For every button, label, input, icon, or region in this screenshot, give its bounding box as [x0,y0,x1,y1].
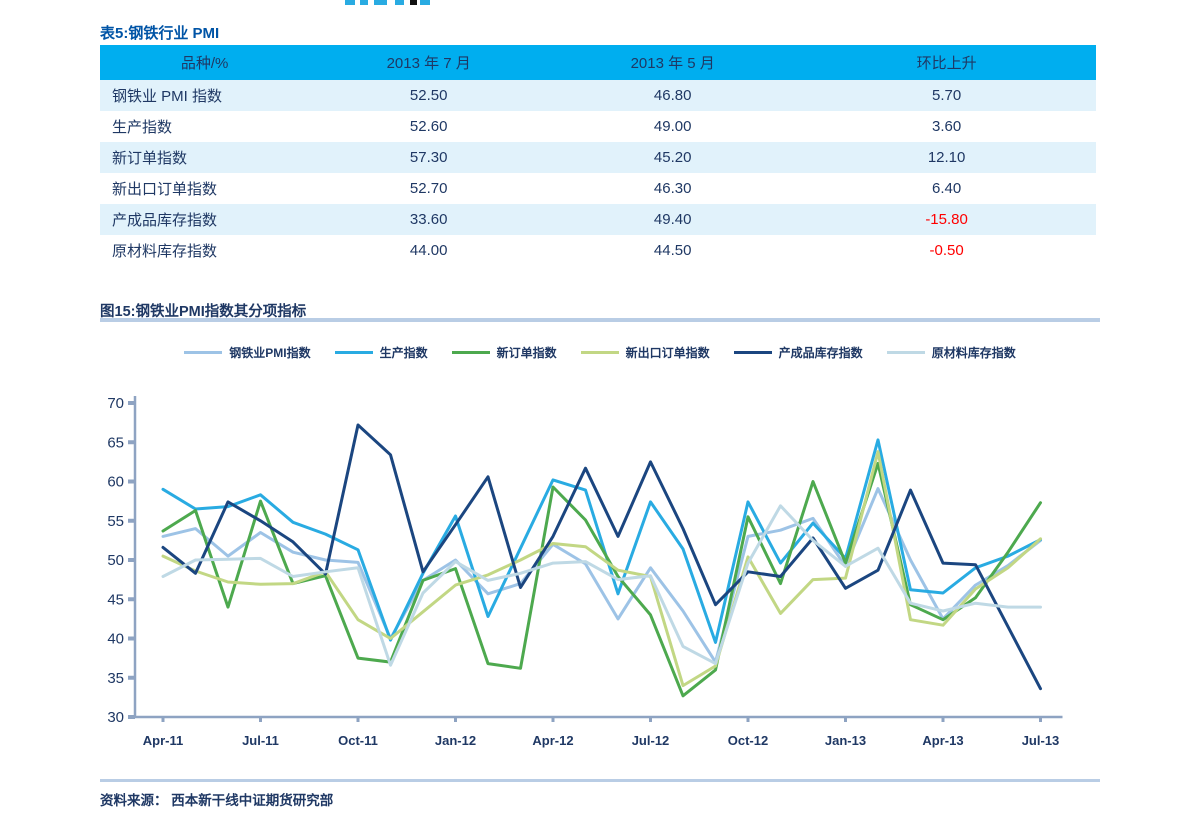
value-cell: 46.80 [653,87,692,104]
legend-label: 生产指数 [379,346,428,360]
table-body: 钢铁业 PMI 指数 52.50 46.80 5.70 生产指数 52.60 49.00 3.… [100,80,1096,266]
table-header-cell: 品种/% [100,45,310,80]
svg-text:55: 55 [107,513,124,530]
pmi-chart: 30 35 40 45 50 55 60 65 70 Apr-11 Jul-11 Oct-11 Jan-… [100,388,1100,768]
value-cell: 52.60 [409,118,448,135]
chart-title-divider [100,318,1100,322]
row-label-cell: 生产指数 [112,119,173,136]
svg-text:Oct-12: Oct-12 [728,733,768,748]
legend-label: 新订单指数 [496,346,557,360]
row-label-cell: 产成品库存指数 [112,212,218,229]
source-text: 西本新干线中证期货研究部 [171,793,334,808]
legend-item: 新出口订单指数 [580,344,710,361]
legend-item: 生产指数 [334,344,428,361]
svg-text:30: 30 [107,709,124,726]
table-header-row: 品种/% 2013 年 7 月 2013 年 5 月环比上升 [100,45,1096,80]
value-cell: 57.30 [409,149,448,166]
table-header-cell: 2013 年 7 月 [309,45,549,80]
legend-item: 原材料库存指数 [886,344,1016,361]
footer-divider [100,779,1100,782]
value-cell: 44.50 [653,242,692,259]
table-row: 产成品库存指数 33.60 49.40 -15.80 [100,204,1096,235]
value-cell: 44.00 [409,242,448,259]
svg-text:Oct-11: Oct-11 [338,733,378,748]
value-cell: -15.80 [925,211,968,228]
svg-text:Jul-12: Jul-12 [632,733,670,748]
legend-line-swatch [184,351,223,354]
svg-text:Apr-12: Apr-12 [532,733,573,748]
pmi-table: 品种/% 2013 年 7 月 2013 年 5 月环比上升 钢铁业 PMI 指数 5… [100,45,1096,266]
legend-line-swatch [580,351,619,354]
value-cell: 5.70 [931,87,962,104]
source-label: 资料来源： [100,793,168,808]
svg-text:35: 35 [107,670,124,687]
svg-text:Jan-13: Jan-13 [825,733,866,748]
table-row: 新出口订单指数 52.70 46.30 6.40 [100,173,1096,204]
legend-line-swatch [886,351,925,354]
value-cell: 33.60 [409,211,448,228]
value-cell: 49.00 [653,118,692,135]
table-row: 钢铁业 PMI 指数 52.50 46.80 5.70 [100,80,1096,111]
legend-label: 产成品库存指数 [778,346,863,360]
table-row: 生产指数 52.60 49.00 3.60 [100,111,1096,142]
svg-text:50: 50 [107,552,124,569]
svg-text:70: 70 [107,395,124,412]
row-label-cell: 新出口订单指数 [112,181,218,198]
legend-label: 原材料库存指数 [931,346,1016,360]
table-row: 原材料库存指数 44.00 44.50 -0.50 [100,235,1096,266]
legend-label: 新出口订单指数 [625,346,710,360]
table-row: 新订单指数 57.30 45.20 12.10 [100,142,1096,173]
source-line: 资料来源： 西本新干线中证期货研究部 [100,789,333,809]
chart-title: 图15:钢铁业PMI指数其分项指标 [100,304,307,320]
svg-text:60: 60 [107,474,124,491]
table-header-cell: 2013 年 5 月 [548,45,798,80]
svg-text:45: 45 [107,591,124,608]
row-label-cell: 原材料库存指数 [112,243,218,260]
chart-legend: 钢铁业PMI指数 生产指数 新订单指数 新出口订单指数 产成品库存指数 原材料库存指数 [100,344,1100,361]
row-label-cell: 钢铁业 PMI 指数 [112,88,223,105]
svg-text:Jul-11: Jul-11 [242,733,279,748]
value-cell: 6.40 [931,180,962,197]
svg-text:Apr-13: Apr-13 [922,733,963,748]
legend-line-swatch [451,351,490,354]
svg-text:Jan-12: Jan-12 [435,733,476,748]
legend-item: 钢铁业PMI指数 [184,344,311,361]
legend-line-swatch [733,351,772,354]
svg-text:Apr-11: Apr-11 [143,733,183,748]
legend-item: 产成品库存指数 [733,344,863,361]
value-cell: 12.10 [927,149,966,166]
value-cell: 45.20 [653,149,692,166]
svg-text:40: 40 [107,631,124,648]
svg-text:65: 65 [107,434,124,451]
legend-line-swatch [334,351,373,354]
value-cell: 46.30 [653,180,692,197]
value-cell: -0.50 [929,242,964,259]
svg-text:Jul-13: Jul-13 [1022,733,1060,748]
value-cell: 52.50 [409,87,448,104]
table-title: 表5:钢铁行业 PMI [100,25,220,42]
row-label-cell: 新订单指数 [112,150,188,167]
value-cell: 3.60 [931,118,962,135]
value-cell: 49.40 [653,211,692,228]
table-header-cell: 环比上升 [797,45,1096,80]
legend-label: 钢铁业PMI指数 [229,346,311,360]
legend-item: 新订单指数 [451,344,557,361]
value-cell: 52.70 [409,180,448,197]
